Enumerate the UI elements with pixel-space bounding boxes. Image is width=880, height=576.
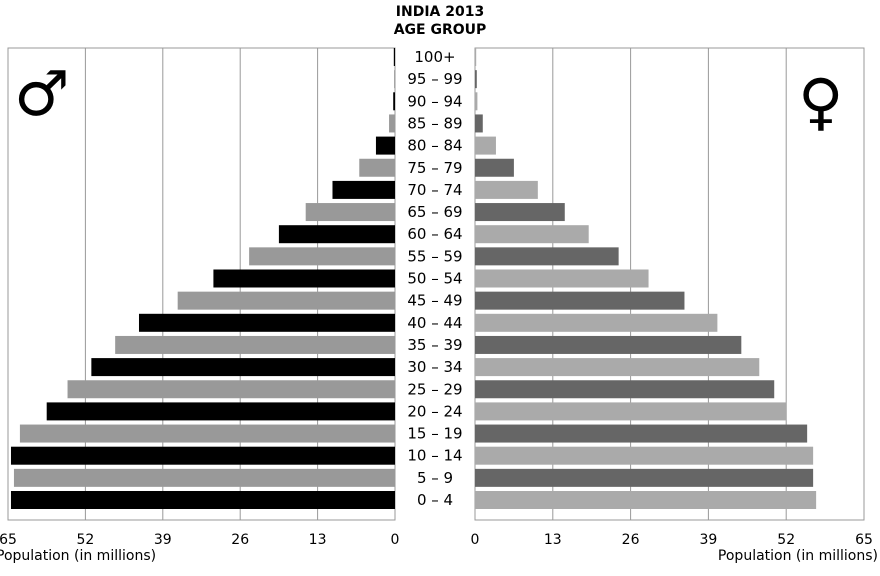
male-bar (19, 424, 396, 443)
female-bar (475, 269, 649, 288)
right-axis-title: Population (in millions) (717, 548, 878, 564)
age-group-label: 75 – 79 (407, 159, 462, 177)
age-group-label: 95 – 99 (407, 70, 462, 88)
left-tick-label: 26 (231, 532, 249, 548)
age-group-label: 60 – 64 (407, 225, 462, 243)
male-bar (393, 48, 395, 66)
male-bar (67, 380, 396, 399)
male-bar (393, 92, 395, 111)
right-tick-label: 65 (855, 532, 873, 548)
female-bar (475, 358, 760, 377)
right-tick-label: 13 (544, 532, 562, 548)
male-bar (213, 269, 395, 288)
right-tick-label: 0 (471, 532, 480, 548)
left-tick-label: 13 (309, 532, 327, 548)
age-group-label: 70 – 74 (407, 181, 462, 199)
male-symbol-icon: ♂ (14, 57, 70, 130)
age-group-label: 40 – 44 (407, 314, 462, 332)
male-bar (332, 180, 395, 199)
female-bar (475, 424, 808, 443)
male-bar (13, 468, 395, 487)
male-bar (394, 70, 395, 89)
left-tick-label: 39 (154, 532, 172, 548)
female-bar (475, 468, 814, 487)
age-group-label: 35 – 39 (407, 336, 462, 354)
male-bar (278, 225, 395, 244)
female-bar (475, 92, 478, 111)
female-bar (475, 380, 775, 399)
female-bar (475, 402, 787, 421)
male-bar (177, 291, 395, 310)
age-group-label: 50 – 54 (407, 270, 462, 288)
age-group-label: 55 – 59 (407, 247, 462, 265)
left-tick-label: 52 (76, 532, 94, 548)
age-group-label: 20 – 24 (407, 402, 462, 420)
left-tick-label: 0 (391, 532, 400, 548)
chart-subtitle: AGE GROUP (393, 22, 487, 38)
female-bar (475, 136, 496, 155)
female-symbol-icon: ♀ (798, 65, 844, 138)
female-bar (475, 313, 718, 332)
male-bar (10, 446, 395, 465)
age-group-label: 10 – 14 (407, 447, 462, 465)
age-group-label: 45 – 49 (407, 292, 462, 310)
age-group-label: 100+ (414, 48, 455, 66)
male-bar (46, 402, 395, 421)
male-bar (91, 358, 395, 377)
chart-title: INDIA 2013 (395, 4, 485, 20)
female-bar (475, 225, 589, 244)
right-tick-label: 52 (777, 532, 795, 548)
female-bar (475, 114, 483, 133)
female-bar (475, 491, 817, 509)
age-group-label: 65 – 69 (407, 203, 462, 221)
left-tick-label: 65 (0, 532, 17, 548)
female-bar (475, 203, 565, 222)
age-group-label: 80 – 84 (407, 137, 462, 155)
age-group-label: 25 – 29 (407, 380, 462, 398)
male-bar (10, 491, 395, 509)
left-axis-title: Population (in millions) (0, 548, 157, 564)
female-bar (475, 48, 477, 66)
female-bar (475, 335, 742, 354)
age-group-label: 5 – 9 (417, 469, 453, 487)
male-bar (115, 335, 396, 354)
male-bar (249, 247, 395, 266)
male-bar (389, 114, 395, 133)
age-group-label: 15 – 19 (407, 425, 462, 443)
female-bar (475, 70, 477, 89)
female-bar (475, 247, 619, 266)
male-bar (138, 313, 395, 332)
age-group-label: 90 – 94 (407, 92, 462, 110)
male-bar (305, 203, 395, 222)
female-bar (475, 446, 814, 465)
female-bar (475, 291, 685, 310)
right-tick-label: 26 (622, 532, 640, 548)
age-group-label: 0 – 4 (417, 491, 453, 509)
female-bar (475, 158, 514, 177)
female-bar (475, 180, 538, 199)
age-group-label: 30 – 34 (407, 358, 462, 376)
age-group-label: 85 – 89 (407, 114, 462, 132)
male-bar (359, 158, 395, 177)
right-tick-label: 39 (699, 532, 717, 548)
male-bar (375, 136, 395, 155)
